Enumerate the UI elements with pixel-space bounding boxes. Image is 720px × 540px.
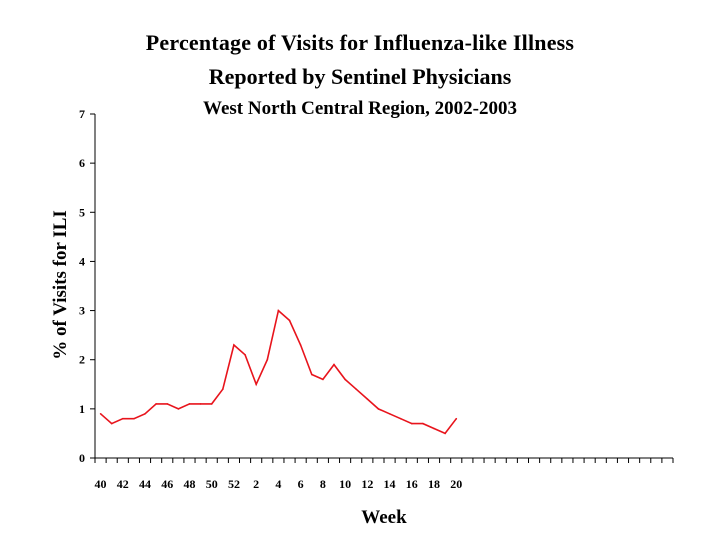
x-tick-label: 46 bbox=[161, 477, 173, 491]
data-point bbox=[399, 417, 402, 420]
series-line-ili bbox=[100, 309, 457, 435]
x-tick-label: 4 bbox=[275, 477, 281, 491]
y-tick-label: 4 bbox=[79, 254, 85, 268]
data-point bbox=[322, 378, 324, 381]
x-tick-label: 50 bbox=[206, 477, 218, 491]
data-point bbox=[122, 417, 124, 420]
x-tick-label: 48 bbox=[183, 477, 195, 491]
x-tick-label: 42 bbox=[117, 477, 129, 491]
data-point bbox=[455, 417, 458, 420]
data-point bbox=[99, 413, 102, 415]
y-tick-label: 3 bbox=[79, 304, 85, 318]
x-tick-label: 18 bbox=[428, 477, 440, 491]
y-tick-label: 7 bbox=[79, 107, 85, 121]
x-tick-label: 2 bbox=[253, 477, 259, 491]
data-point bbox=[255, 383, 257, 386]
data-point bbox=[444, 432, 446, 435]
data-point bbox=[311, 373, 313, 376]
y-axis-ticks: 0 1 2 3 4 5 6 7 bbox=[79, 107, 95, 465]
data-point bbox=[422, 422, 424, 425]
data-point bbox=[288, 319, 291, 322]
data-point bbox=[199, 403, 202, 405]
data-point bbox=[155, 403, 157, 405]
data-point bbox=[233, 344, 235, 346]
axes bbox=[94, 114, 673, 459]
data-point bbox=[377, 408, 380, 410]
data-point bbox=[355, 388, 358, 391]
chart-subtitle-region: West North Central Region, 2002-2003 bbox=[203, 98, 517, 119]
data-point bbox=[266, 358, 269, 361]
data-point bbox=[222, 388, 224, 391]
y-tick-label: 2 bbox=[79, 353, 85, 367]
series-layer bbox=[99, 309, 458, 435]
x-tick-label: 6 bbox=[298, 477, 304, 491]
data-point bbox=[366, 398, 369, 400]
chart-title: Percentage of Visits for Influenza-like … bbox=[145, 30, 575, 55]
data-point bbox=[166, 403, 169, 405]
x-tick-label: 52 bbox=[228, 477, 240, 491]
data-point bbox=[433, 427, 435, 430]
data-point bbox=[411, 422, 413, 425]
data-point bbox=[333, 363, 335, 366]
x-tick-label: 20 bbox=[450, 477, 462, 491]
x-tick-label: 14 bbox=[384, 477, 396, 491]
data-point bbox=[133, 417, 135, 420]
data-point bbox=[177, 408, 180, 410]
data-point bbox=[210, 403, 213, 405]
y-tick-label: 6 bbox=[79, 156, 85, 170]
data-point bbox=[299, 344, 302, 346]
data-point bbox=[244, 354, 246, 356]
x-tick-label: 12 bbox=[361, 477, 373, 491]
x-tick-label: 40 bbox=[95, 477, 107, 491]
data-point bbox=[188, 403, 191, 405]
y-tick-label: 5 bbox=[79, 205, 85, 219]
data-point bbox=[144, 413, 146, 415]
data-point bbox=[344, 378, 346, 381]
y-axis-label: % of Visits for ILI bbox=[50, 210, 71, 360]
y-tick-label: 0 bbox=[79, 451, 85, 465]
x-tick-label: 44 bbox=[139, 477, 151, 491]
data-point bbox=[110, 422, 113, 425]
x-axis-label: Week bbox=[361, 507, 407, 528]
x-axis-ticks: 40 42 44 46 48 50 52 2 4 6 8 10 12 14 16 18 20 bbox=[94, 458, 674, 491]
data-point bbox=[277, 309, 280, 312]
y-tick-label: 1 bbox=[79, 402, 85, 416]
x-tick-label: 10 bbox=[339, 477, 351, 491]
chart-subtitle: Reported by Sentinel Physicians bbox=[208, 64, 512, 89]
x-tick-label: 8 bbox=[320, 477, 326, 491]
x-tick-label: 16 bbox=[406, 477, 418, 491]
data-point bbox=[388, 413, 391, 415]
